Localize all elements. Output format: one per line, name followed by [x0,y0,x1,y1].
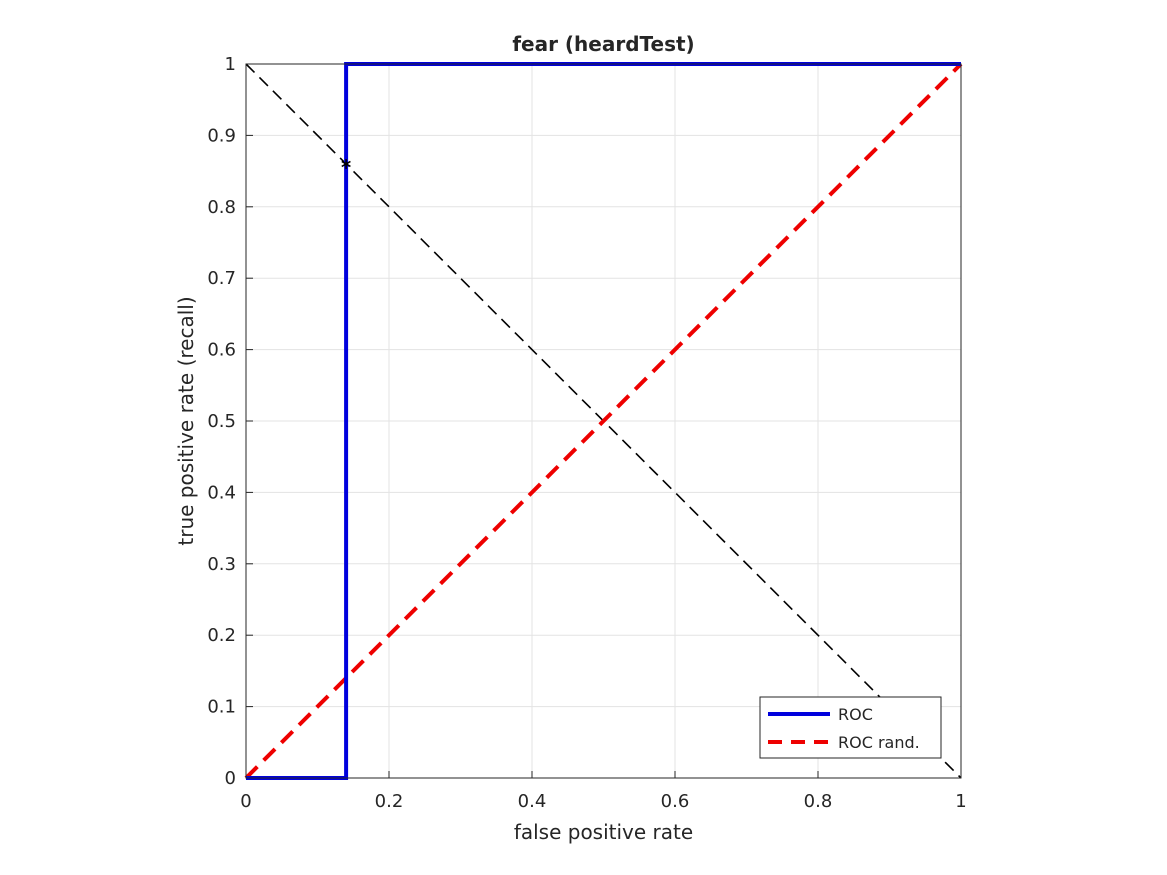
y-tick-label: 0.9 [207,125,236,146]
x-tick-label: 0.8 [804,791,833,812]
chart-title: fear (heardTest) [512,32,694,56]
x-tick-label: 0.4 [518,791,547,812]
operating-point-marker [341,158,351,169]
x-tick-label: 0.2 [375,791,404,812]
roc-rand-line [244,62,963,780]
legend-roc-rand-label: ROC rand. [838,733,920,752]
y-tick-label: 0.4 [207,482,236,503]
marker-stroke [341,160,351,168]
legend-box [759,696,942,759]
axis-ticks: 0 0.2 0.4 0.6 0.8 1 0 0.1 0.2 0.3 0.4 0.5 0.6 0.7 0.8 0… [207,54,966,812]
y-tick-label: 0 [225,768,236,789]
y-tick-label: 0.8 [207,197,236,218]
y-axis-label: true positive rate (recall) [174,296,198,545]
y-tick-label: 0.5 [207,411,236,432]
x-tick-label: 0.6 [661,791,690,812]
y-tick-label: 0.3 [207,554,236,575]
y-tick-label: 0.6 [207,340,236,361]
x-tick-label: 1 [955,791,966,812]
y-tick-label: 0.7 [207,268,236,289]
y-tick-label: 0.1 [207,697,236,718]
legend-roc-label: ROC [838,705,873,724]
y-tick-label: 1 [225,54,236,75]
x-tick-label: 0 [240,791,251,812]
legend: ROC ROC rand. [759,696,942,759]
y-tick-label: 0.2 [207,625,236,646]
grid-lines [245,63,962,779]
x-axis-label: false positive rate [514,820,693,844]
